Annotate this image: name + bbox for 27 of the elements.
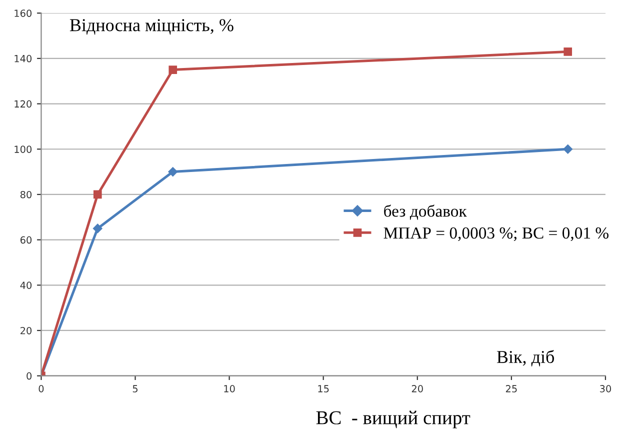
- point: [563, 144, 572, 154]
- legend-label: МПАР = 0,0003 %; ВС = 0,01 %: [384, 227, 608, 242]
- y-tick-label: 80: [20, 190, 32, 198]
- y-axis-title: Відносна міцність, %: [70, 19, 234, 35]
- y-tick-label: 120: [14, 100, 32, 108]
- x-tick-label: 0: [38, 385, 44, 392]
- x-tick-label: 10: [224, 385, 235, 392]
- text: ВС - вищий спирт: [316, 410, 470, 428]
- point: [168, 66, 178, 74]
- point: [168, 167, 178, 176]
- y-tick-label: 20: [20, 326, 32, 334]
- x-tick-label: 5: [132, 385, 138, 392]
- y-tick-label: 100: [14, 146, 32, 153]
- y-tick-label: 60: [20, 236, 32, 244]
- x-tick-label: 30: [600, 385, 612, 392]
- x-tick-label: 20: [412, 385, 423, 392]
- y-tick-label: 160: [14, 10, 32, 17]
- point: [564, 47, 572, 56]
- y-tick-label: 40: [20, 282, 32, 289]
- x-tick-label: 15: [318, 385, 329, 392]
- x-tick-label: 25: [506, 385, 517, 392]
- x-axis-title: Вік, діб: [496, 350, 554, 366]
- point: [93, 190, 102, 199]
- y-tick-label: 0: [26, 372, 32, 380]
- point: [93, 224, 102, 234]
- legend-label: без добавок: [384, 204, 467, 220]
- y-tick-label: 140: [14, 54, 32, 62]
